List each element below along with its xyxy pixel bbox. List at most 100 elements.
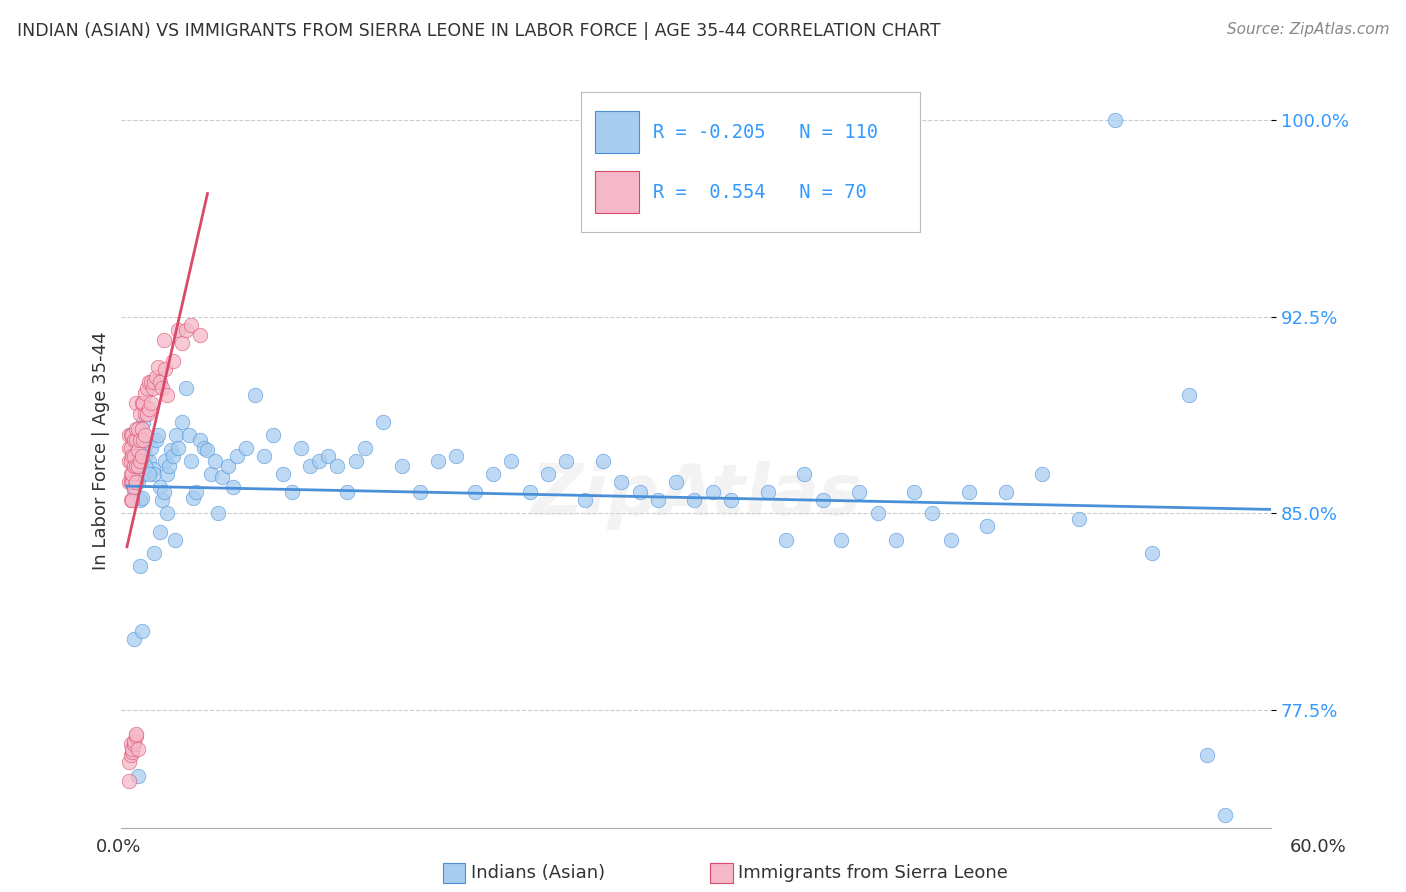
Point (280, 485, 302, 500)
Point (142, 380, 165, 394)
Point (1067, 511, 1090, 525)
Point (122, 632, 145, 647)
Text: Source: ZipAtlas.com: Source: ZipAtlas.com (1226, 22, 1389, 37)
Point (163, 533, 186, 547)
Point (122, 483, 145, 497)
Point (197, 443, 219, 458)
Point (756, 485, 779, 500)
Point (131, 491, 153, 505)
Point (1104, 113, 1126, 128)
Point (464, 485, 486, 500)
Point (446, 449, 468, 463)
Point (139, 441, 162, 455)
Point (155, 362, 177, 376)
Point (793, 467, 815, 481)
Text: ZipAtlas: ZipAtlas (530, 461, 862, 530)
Point (592, 454, 614, 468)
Point (132, 433, 155, 447)
Point (120, 475, 142, 489)
Point (939, 533, 962, 547)
Point (122, 734, 145, 748)
Point (162, 354, 184, 368)
Point (427, 454, 450, 468)
Point (167, 441, 190, 455)
Point (136, 380, 159, 394)
Point (326, 459, 349, 474)
Point (125, 459, 148, 474)
Point (217, 459, 239, 474)
Point (373, 415, 395, 429)
Point (120, 493, 142, 508)
Point (150, 493, 173, 508)
Point (138, 454, 160, 468)
Point (253, 449, 276, 463)
Point (152, 485, 174, 500)
Point (903, 485, 925, 500)
Point (120, 441, 142, 455)
Point (180, 318, 202, 332)
Point (125, 433, 148, 447)
Point (143, 376, 166, 390)
Point (262, 427, 284, 442)
Point (121, 475, 143, 489)
Point (165, 427, 187, 442)
Point (683, 493, 706, 508)
Point (1195, 747, 1218, 762)
Point (181, 491, 204, 505)
Point (537, 467, 560, 481)
Point (207, 507, 229, 521)
Point (1140, 546, 1163, 560)
Point (811, 493, 834, 508)
Point (120, 467, 142, 481)
Point (122, 433, 145, 447)
Point (156, 467, 179, 481)
Point (131, 396, 153, 410)
Point (125, 396, 148, 410)
Point (174, 323, 197, 337)
Point (866, 507, 889, 521)
Point (222, 480, 245, 494)
Point (118, 441, 141, 455)
Point (118, 475, 141, 489)
Point (155, 454, 177, 468)
Point (174, 380, 197, 394)
Point (122, 737, 145, 751)
Point (298, 459, 321, 474)
Point (167, 323, 190, 337)
Point (188, 328, 211, 343)
Point (120, 475, 142, 489)
Point (128, 433, 150, 447)
Point (235, 441, 257, 455)
Point (122, 459, 145, 474)
Point (170, 336, 193, 351)
Point (121, 475, 143, 489)
Point (1215, 807, 1237, 822)
Point (409, 485, 432, 500)
Point (318, 449, 340, 463)
Point (157, 459, 180, 474)
Point (976, 519, 998, 533)
Text: 0.0%: 0.0% (96, 838, 141, 856)
Point (150, 380, 173, 394)
Point (290, 441, 312, 455)
Point (127, 422, 149, 436)
Point (162, 449, 184, 463)
Point (179, 427, 201, 442)
Point (647, 493, 669, 508)
Point (118, 773, 141, 788)
Point (702, 485, 724, 500)
Point (134, 407, 156, 421)
Point (921, 507, 943, 521)
Point (139, 396, 162, 410)
Point (121, 449, 143, 463)
Point (138, 376, 160, 390)
Point (121, 467, 143, 481)
Point (138, 401, 160, 416)
Point (628, 485, 651, 500)
Text: 60.0%: 60.0% (1291, 838, 1347, 856)
Point (125, 860, 148, 874)
Point (127, 475, 149, 489)
Point (134, 427, 156, 442)
Point (120, 737, 142, 751)
Point (1031, 467, 1053, 481)
